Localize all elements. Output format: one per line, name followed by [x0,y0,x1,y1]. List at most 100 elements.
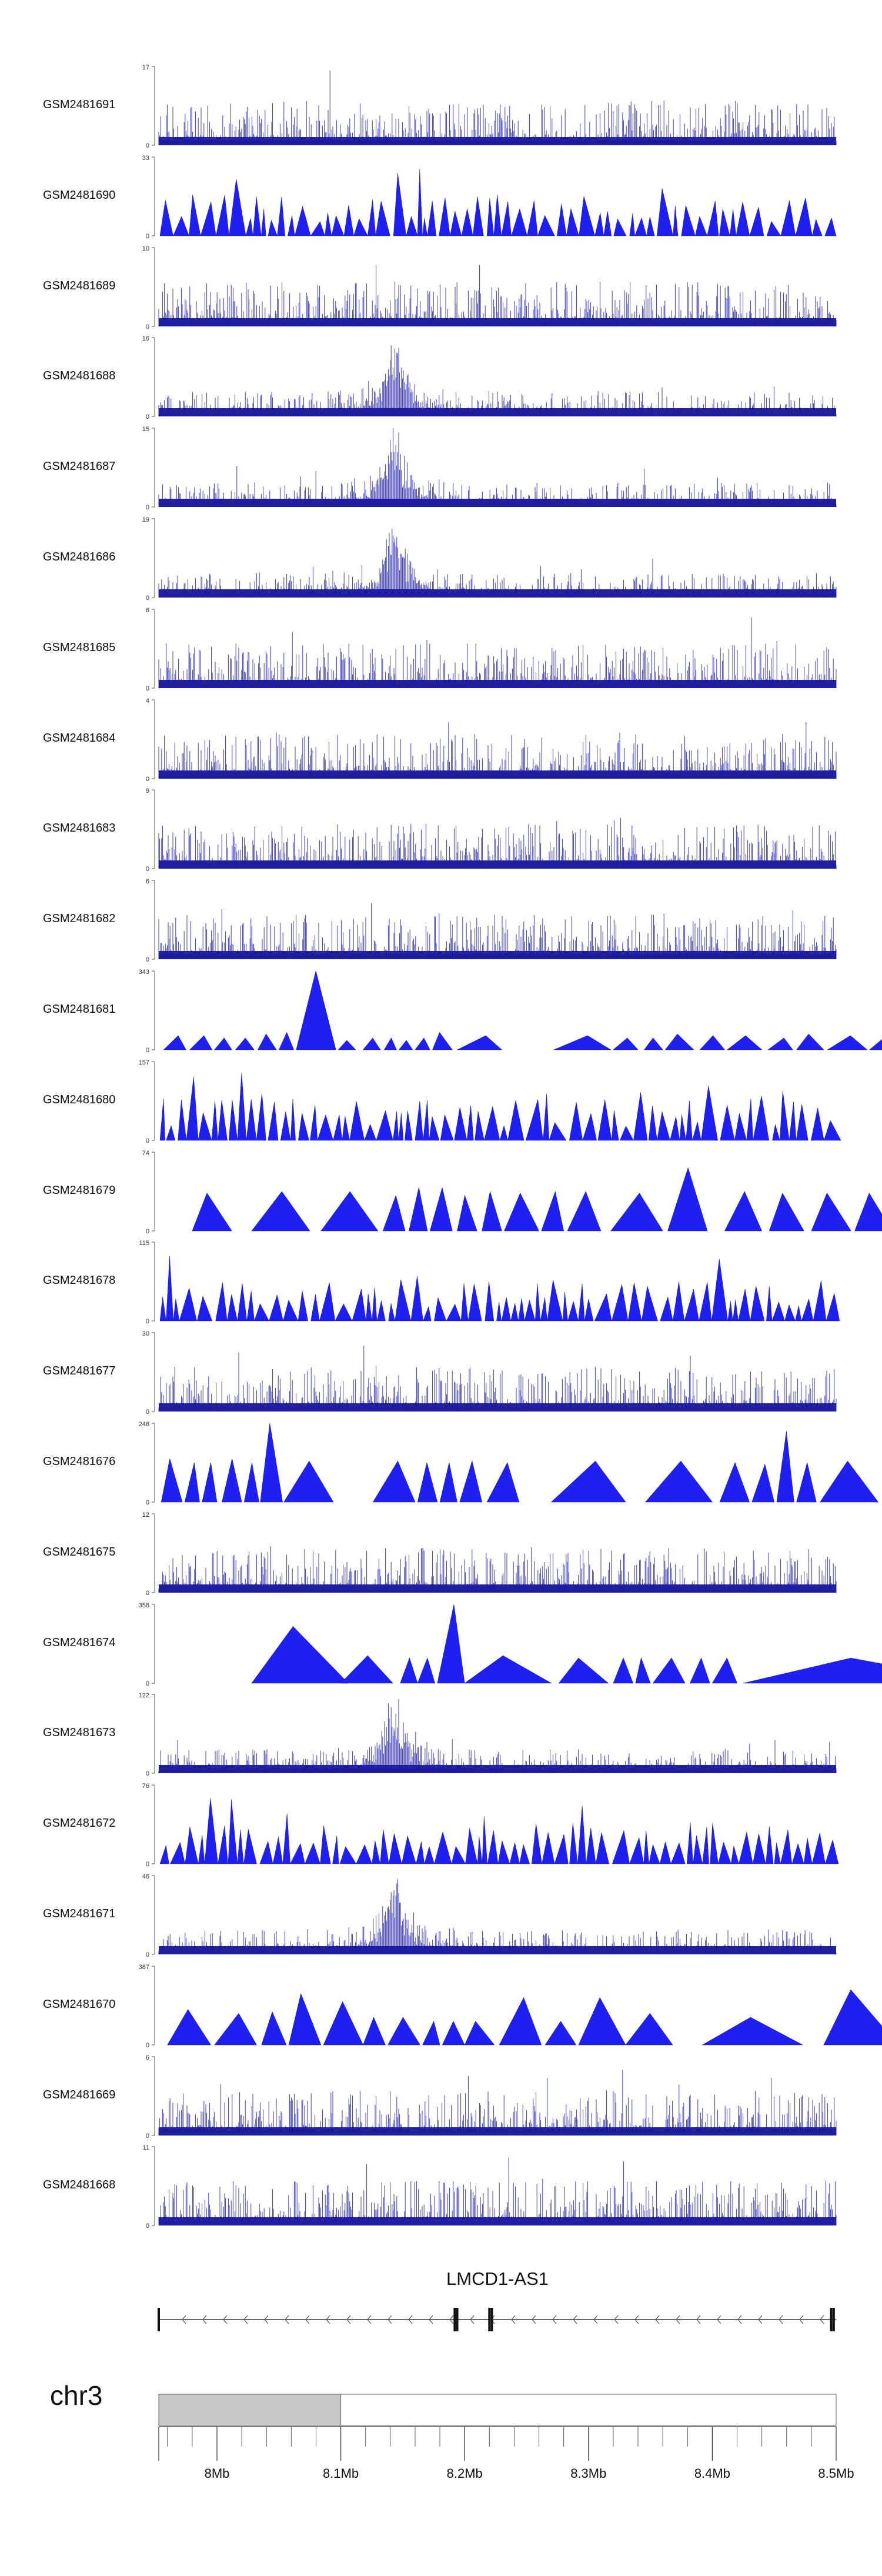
signal-peak [288,215,295,236]
signal [159,1256,840,1322]
y-tick-label-max: 358 [139,1602,149,1609]
signal-peak [184,1462,200,1503]
y-tick-label-min: 0 [146,504,149,511]
signal-peak [619,1125,634,1141]
signal-peak [579,196,596,236]
strand-arrow [593,2315,598,2324]
signal-peak [507,1100,524,1141]
signal-peak [185,1826,199,1864]
signal-peak [393,1111,399,1141]
signal-peak [811,1833,826,1864]
signal-peak [659,1841,671,1864]
signal-bars [158,428,837,507]
y-tick-label-min: 0 [146,1680,149,1687]
signal-peak [159,200,173,236]
signal-peak [198,1112,212,1141]
signal-peak [779,1091,790,1141]
signal-peak [681,205,696,236]
y-tick-label-max: 33 [142,155,149,162]
signal-peak [660,1296,673,1322]
signal-peak [719,1462,750,1503]
signal-peak [320,1191,379,1232]
axis-track: chr3 8Mb 8.1Mb 8.2Mb 8.3Mb 8.4Mb 8.5Mb [50,2380,854,2481]
signal-peak [272,1837,283,1864]
signal-peak [485,1281,495,1322]
track-GSM2481683: GSM2481683 9 0 [43,788,837,873]
y-tick-label-min: 0 [146,1318,149,1325]
signal-peak [699,1282,712,1322]
signal-peak [296,970,336,1050]
signal-peak [405,1110,413,1141]
y-tick-label-min: 0 [146,1590,149,1597]
strand-arrow [367,2315,372,2324]
signal-peak [228,1100,238,1141]
signal-peak [711,1657,737,1684]
signal-peak [578,1283,585,1322]
y-tick-label-max: 74 [142,1150,149,1157]
signal-peak [288,1993,322,2046]
signal-peak [159,1296,166,1322]
strand-arrow [243,2315,248,2324]
y-tick-label-max: 30 [142,1330,149,1337]
signal-peak [813,1280,827,1322]
gene-track: LMCD1-AS1 [158,2268,836,2331]
track-GSM2481686: GSM2481686 19 0 [43,516,837,602]
signal-peak [298,1290,309,1322]
signal-peak [825,1839,839,1864]
signal-peak [854,1192,882,1232]
y-tick-label-min: 0 [146,1228,149,1235]
track-GSM2481690: GSM2481690 33 0 [43,155,837,240]
signal-peak [501,1297,511,1322]
signal-peak [701,1086,718,1141]
y-tick-label-max: 6 [146,878,149,885]
signal-peak [459,1460,483,1503]
signal [158,2070,837,2135]
signal-peak [252,196,262,236]
signal-peak [290,1843,305,1864]
signal-peak [569,1823,578,1864]
signal-peak [259,1840,273,1864]
signal-peak [340,1655,393,1684]
track-GSM2481677: GSM2481677 30 0 [43,1330,837,1416]
y-tick-label-min: 0 [146,2223,149,2230]
signal-peak [323,2001,363,2046]
strand-arrow [614,2315,619,2324]
track-GSM2481682: GSM2481682 6 0 [43,878,837,963]
track-label: GSM2481668 [43,2178,115,2191]
signal-peak [388,1303,396,1322]
signal-peak [375,201,390,236]
signal-peak [343,205,354,236]
signal-peak [310,1294,320,1322]
signal-peak [170,1841,186,1864]
signal-peak [211,1100,218,1141]
signal-peak [766,1286,773,1322]
strand-arrow [634,2315,639,2324]
signal-peak [771,1301,785,1322]
signal-peak [499,1997,542,2046]
y-tick-label-min: 0 [146,1770,149,1777]
signal-peak [534,1283,541,1322]
signal-peak [332,1836,339,1864]
signal-peak [305,1842,320,1864]
track-GSM2481673: GSM2481673 122 0 [43,1692,837,1777]
signal-peak [278,1032,295,1050]
signal-peak [537,215,555,236]
signal-peak [542,1832,555,1864]
signal-peak [625,2013,673,2046]
signal [192,1167,882,1232]
signal-peak [457,1035,503,1050]
y-tick-label-max: 12 [142,1511,149,1519]
signal-peak [251,1626,349,1684]
signal-peak [719,209,730,236]
signal [158,722,837,779]
signal-peak [657,1112,670,1141]
signal-peak [751,1463,775,1503]
y-tick-label-max: 248 [139,1421,149,1428]
signal-peak [549,1122,567,1141]
signal-peak [295,205,311,236]
signal-peak [218,1826,228,1864]
signal-peak [442,2021,465,2046]
signal-peak [363,2017,386,2046]
signal-peak [484,1106,500,1141]
signal-peak [812,218,823,236]
